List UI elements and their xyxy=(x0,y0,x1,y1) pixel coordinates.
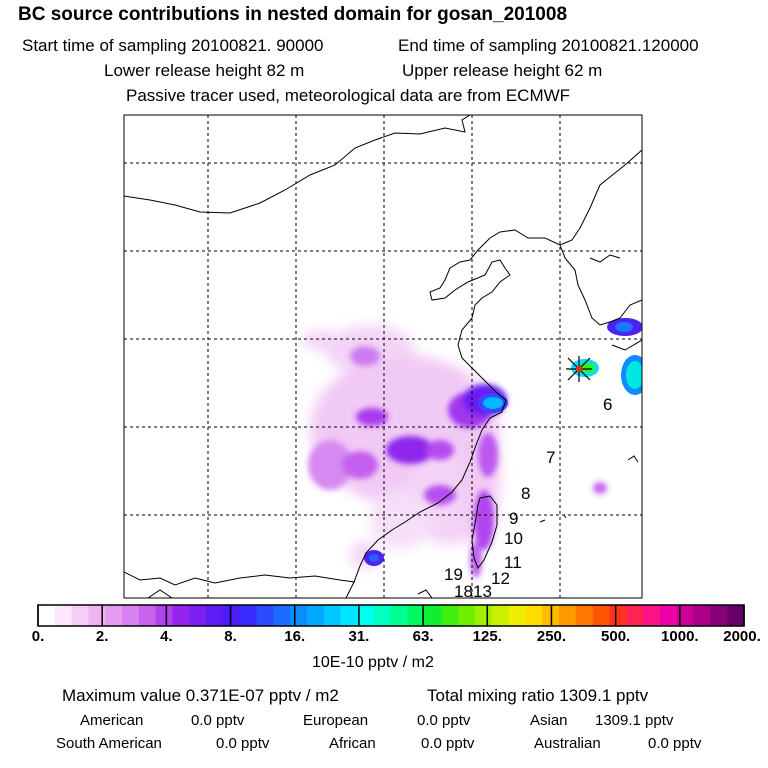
lat-lon-grid xyxy=(124,115,642,598)
colorbar-cell xyxy=(189,605,207,626)
traj-label-19: 19 xyxy=(444,565,463,584)
colorbar-cell xyxy=(609,605,627,626)
colorbar-cells xyxy=(38,605,745,626)
colorbar-tick-label: 500. xyxy=(601,628,631,645)
colorbar-tick-label: 63. xyxy=(412,628,434,645)
colorbar-cell xyxy=(491,605,510,626)
tracer-info: Passive tracer used, meteorological data… xyxy=(126,86,571,105)
colorbar-cell xyxy=(626,605,644,626)
colorbar-tick-label: 31. xyxy=(348,628,370,645)
colorbar-cell xyxy=(172,605,190,626)
colorbar-tick-label: 250. xyxy=(536,628,567,645)
colorbar-cell xyxy=(323,605,342,626)
source-contribution-map: 6 7 8 9 10 11 12 13 18 19 xyxy=(123,114,643,601)
colorbar-cell xyxy=(458,605,476,626)
colorbar-cell xyxy=(88,605,106,626)
colorbar-cell xyxy=(54,605,73,626)
european-value: 0.0 pptv xyxy=(417,712,471,729)
south-american-value: 0.0 pptv xyxy=(216,735,270,752)
end-time: End time of sampling 20100821.120000 xyxy=(398,36,699,55)
colorbar-cell xyxy=(290,605,308,626)
colorbar-cell xyxy=(525,605,543,626)
release-site-marker xyxy=(566,356,592,382)
trajectory-labels: 6 7 8 9 10 11 12 13 18 19 xyxy=(444,395,612,601)
colorbar-cell xyxy=(38,605,56,626)
total-mixing-ratio: Total mixing ratio 1309.1 pptv xyxy=(427,686,649,705)
colorbar-cell xyxy=(374,605,392,626)
colorbar-tick-label: 125. xyxy=(472,628,502,645)
australian-label: Australian xyxy=(534,735,601,752)
colorbar-tick-label: 0. xyxy=(31,628,45,645)
start-time: Start time of sampling 20100821. 90000 xyxy=(22,36,324,55)
colorbar-tick-label: 1000. xyxy=(661,628,699,645)
coastlines xyxy=(124,115,642,598)
colorbar-cell xyxy=(273,605,291,626)
plot-title: BC source contributions in nested domain… xyxy=(18,4,568,25)
colorbar-tick-label: 8. xyxy=(224,628,237,645)
colorbar-cell xyxy=(206,605,224,626)
traj-label-13: 13 xyxy=(473,582,492,601)
american-label: American xyxy=(80,712,144,729)
colorbar-cell xyxy=(256,605,274,626)
colorbar-cell xyxy=(643,605,661,626)
colorbar-cell xyxy=(575,605,594,626)
colorbar-unit: 10E-10 pptv / m2 xyxy=(312,654,434,671)
colorbar-cell xyxy=(105,605,123,626)
colorbar xyxy=(37,604,745,627)
traj-label-12: 12 xyxy=(491,569,510,588)
colorbar-frame xyxy=(37,604,745,627)
african-label: African xyxy=(329,735,376,752)
traj-label-8: 8 xyxy=(521,484,530,503)
colorbar-cell xyxy=(441,605,459,626)
colorbar-cell xyxy=(676,605,695,626)
south-american-label: South American xyxy=(56,735,162,752)
colorbar-cell xyxy=(710,605,728,626)
colorbar-cell xyxy=(122,605,140,626)
colorbar-cell xyxy=(407,605,426,626)
colorbar-cell xyxy=(475,605,493,626)
traj-label-18: 18 xyxy=(454,582,473,601)
colorbar-cell xyxy=(592,605,611,626)
colorbar-cell xyxy=(306,605,325,626)
map-frame xyxy=(123,114,643,599)
traj-label-6: 6 xyxy=(603,395,612,414)
colorbar-cell xyxy=(727,605,745,626)
colorbar-cell xyxy=(138,605,157,626)
asian-label: Asian xyxy=(530,712,568,729)
traj-label-9: 9 xyxy=(509,509,518,528)
african-value: 0.0 pptv xyxy=(421,735,475,752)
european-label: European xyxy=(303,712,369,729)
colorbar-tick-label: 16. xyxy=(284,628,306,645)
traj-label-11: 11 xyxy=(504,553,522,572)
colorbar-tick-label: 2. xyxy=(95,628,109,645)
lower-release-height: Lower release height 82 m xyxy=(104,61,305,80)
colorbar-cell xyxy=(340,605,358,626)
colorbar-cell xyxy=(424,605,443,626)
colorbar-tick-label: 4. xyxy=(160,628,173,645)
australian-value: 0.0 pptv xyxy=(648,735,702,752)
colorbar-cell xyxy=(559,605,577,626)
colorbar-cell xyxy=(71,605,90,626)
colorbar-tick-label: 2000. xyxy=(723,628,761,645)
american-value: 0.0 pptv xyxy=(191,712,245,729)
traj-label-10: 10 xyxy=(504,529,523,548)
traj-label-7: 7 xyxy=(546,448,555,467)
colorbar-cell xyxy=(357,605,375,626)
maximum-value: Maximum value 0.371E-07 pptv / m2 xyxy=(62,686,339,705)
colorbar-cell xyxy=(239,605,258,626)
concentration-field xyxy=(302,318,642,578)
colorbar-cell xyxy=(659,605,678,626)
colorbar-cell xyxy=(693,605,711,626)
upper-release-height: Upper release height 62 m xyxy=(402,61,603,80)
colorbar-cell xyxy=(155,605,174,626)
asian-value: 1309.1 pptv xyxy=(595,712,674,729)
colorbar-cell xyxy=(222,605,241,626)
colorbar-cell xyxy=(391,605,409,626)
colorbar-cell xyxy=(508,605,527,626)
